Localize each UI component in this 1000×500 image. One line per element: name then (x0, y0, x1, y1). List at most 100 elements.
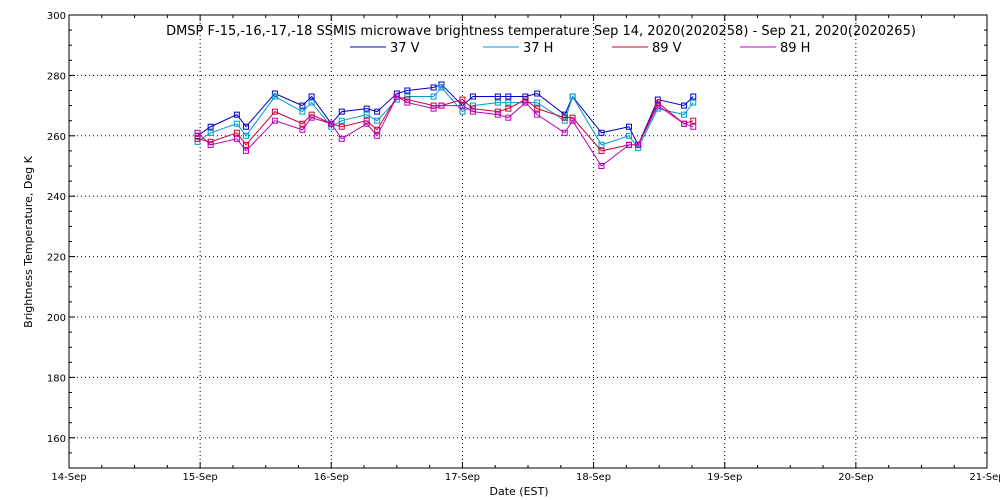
series-line (197, 95, 694, 167)
y-axis-label: Brightness Temperature, Deg K (22, 155, 35, 327)
data-point (505, 114, 512, 121)
series-line (197, 86, 694, 149)
data-point (207, 141, 214, 148)
data-point (404, 99, 411, 106)
data-point (561, 114, 568, 121)
data-point (494, 99, 501, 106)
y-tick-label: 220 (47, 253, 66, 264)
data-point (459, 96, 466, 103)
data-point (598, 147, 605, 154)
data-point (505, 105, 512, 112)
data-point (522, 99, 529, 106)
data-point (438, 102, 445, 109)
data-point (534, 105, 541, 112)
data-point (207, 123, 214, 130)
data-point (681, 111, 688, 118)
x-tick-label: 16-Sep (314, 472, 349, 483)
data-point (338, 135, 345, 142)
y-tick-label: 300 (47, 11, 66, 22)
legend-label: 89 H (780, 41, 810, 56)
legend-label: 89 V (652, 41, 682, 56)
y-tick-label: 280 (47, 71, 66, 82)
x-tick-label: 17-Sep (445, 472, 480, 483)
data-point (243, 123, 250, 130)
data-point (207, 129, 214, 136)
data-point (561, 117, 568, 124)
data-point (404, 87, 411, 94)
data-point (690, 93, 697, 100)
y-tick-label: 160 (47, 434, 66, 445)
data-point (299, 126, 306, 133)
data-point (308, 93, 315, 100)
data-point (654, 102, 661, 109)
data-point (338, 108, 345, 115)
data-point (299, 108, 306, 115)
x-tick-label: 19-Sep (707, 472, 742, 483)
data-point (308, 99, 315, 106)
data-point (561, 129, 568, 136)
x-tick-label: 15-Sep (183, 472, 218, 483)
data-point (308, 114, 315, 121)
data-point (430, 93, 437, 100)
data-point (690, 117, 697, 124)
data-point (338, 117, 345, 124)
data-point (243, 132, 250, 139)
legend-label: 37 V (390, 41, 420, 56)
data-point (459, 102, 466, 109)
data-point (534, 90, 541, 97)
data-point (469, 108, 476, 115)
data-point (534, 111, 541, 118)
data-point (598, 141, 605, 148)
data-point (271, 108, 278, 115)
data-point (430, 105, 437, 112)
data-point (328, 120, 335, 127)
plot-frame (68, 14, 988, 469)
legend-label: 37 H (523, 41, 553, 56)
data-point (625, 141, 632, 148)
x-tick-label: 21-Sep (969, 472, 1000, 483)
data-point (363, 120, 370, 127)
data-point (681, 102, 688, 109)
x-tick-label: 14-Sep (51, 472, 86, 483)
y-tick-label: 200 (47, 313, 66, 324)
data-point (363, 111, 370, 118)
data-point (598, 163, 605, 169)
data-point (625, 132, 632, 139)
series-line (197, 83, 694, 147)
series-layer (194, 81, 697, 169)
data-point (393, 93, 400, 100)
data-point (233, 129, 240, 136)
data-point (374, 132, 381, 139)
data-point (194, 135, 201, 142)
data-point (569, 117, 576, 124)
data-point (271, 93, 278, 100)
x-axis-label: Date (EST) (489, 485, 548, 498)
data-point (469, 93, 476, 100)
legend: 37 V 37 H 89 V 89 H (350, 41, 810, 56)
chart-title: DMSP F-15,-16,-17,-18 SSMIS microwave br… (166, 24, 916, 39)
y-tick-label: 180 (47, 373, 66, 384)
data-point (625, 123, 632, 130)
series-89-h (194, 93, 697, 169)
data-point (194, 138, 201, 145)
x-tick-label: 20-Sep (838, 472, 873, 483)
data-point (690, 123, 697, 130)
axis-ticks: 160 180 200 220 240 260 280 300 14-Sep 15-Sep 16-S… (47, 11, 1000, 483)
data-point (505, 99, 512, 106)
data-point (494, 93, 501, 100)
data-point (505, 93, 512, 100)
data-point (299, 102, 306, 109)
data-point (690, 99, 697, 106)
x-tick-label: 18-Sep (576, 472, 611, 483)
data-point (233, 135, 240, 142)
data-point (374, 108, 381, 115)
data-point (635, 141, 642, 148)
data-point (635, 144, 642, 151)
data-point (243, 141, 250, 148)
data-point (243, 147, 250, 154)
data-point (569, 93, 576, 100)
y-tick-label: 260 (47, 132, 66, 143)
data-point (438, 84, 445, 91)
data-point (233, 120, 240, 127)
